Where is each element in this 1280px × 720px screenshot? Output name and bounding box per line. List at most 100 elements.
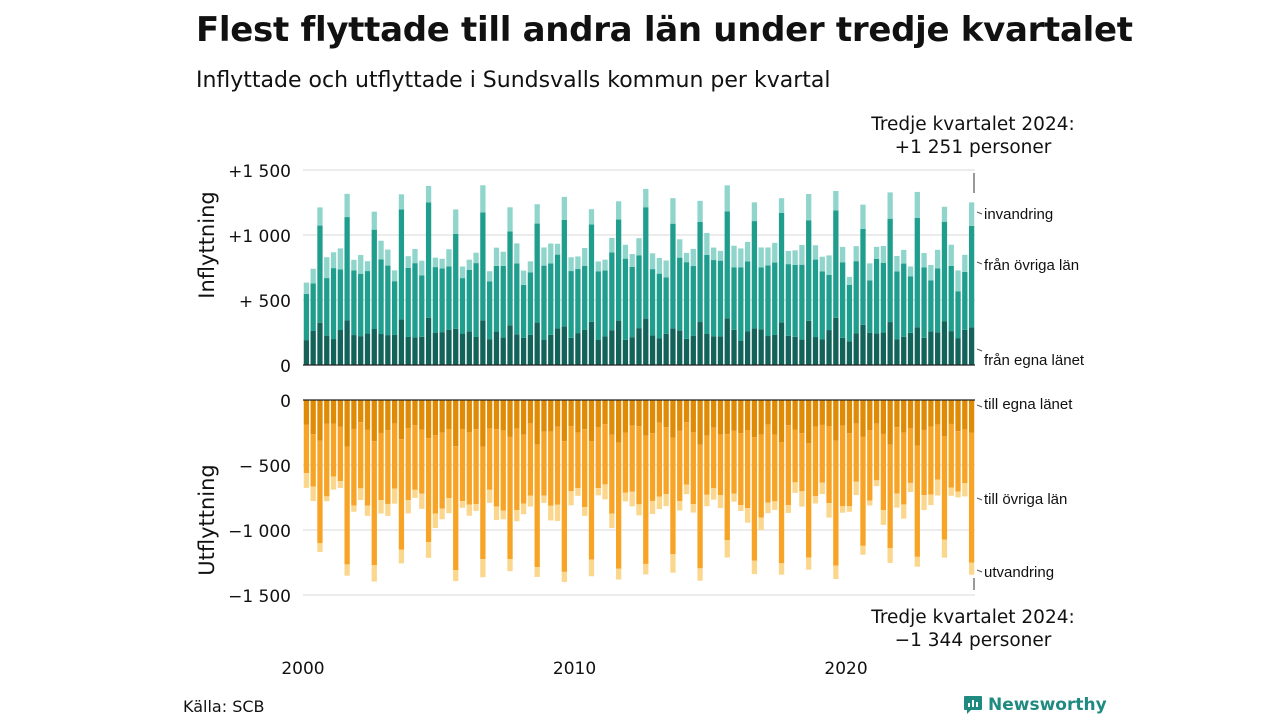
- bar-inflow: [629, 254, 635, 267]
- bar-outflow: [901, 504, 907, 519]
- bar-inflow: [806, 194, 812, 221]
- bar-outflow: [785, 505, 791, 513]
- bar-outflow: [812, 426, 819, 497]
- bar-inflow: [425, 317, 432, 365]
- bar-inflow: [968, 225, 975, 328]
- bar-outflow: [677, 400, 683, 431]
- bar-outflow: [541, 400, 547, 432]
- bar-inflow: [751, 221, 758, 329]
- bar-inflow: [344, 217, 350, 321]
- bar-inflow: [548, 334, 554, 365]
- bar-outflow: [785, 400, 791, 426]
- bar-outflow: [541, 431, 547, 496]
- bar-inflow: [806, 320, 812, 365]
- bar-inflow: [962, 254, 968, 272]
- bar-inflow: [500, 265, 506, 338]
- bar-outflow: [799, 400, 805, 434]
- bar-outflow: [493, 429, 500, 507]
- bar-outflow: [711, 488, 717, 500]
- bar-outflow: [656, 496, 663, 510]
- bar-inflow: [901, 263, 907, 337]
- bar-inflow: [629, 337, 635, 365]
- bar-outflow: [487, 428, 493, 490]
- bar-outflow: [887, 444, 893, 549]
- bar-outflow: [894, 400, 900, 428]
- bar-inflow: [412, 248, 418, 264]
- series-label: invandring: [984, 206, 1053, 223]
- bar-outflow: [371, 400, 377, 442]
- bar-outflow: [792, 429, 798, 483]
- bar-outflow: [751, 437, 758, 561]
- bar-outflow: [772, 400, 778, 435]
- bar-outflow: [894, 493, 900, 508]
- bar-outflow: [806, 443, 812, 558]
- bar-outflow: [806, 400, 812, 444]
- bar-inflow: [690, 248, 696, 267]
- bar-outflow: [839, 506, 846, 513]
- bar-inflow: [914, 191, 920, 218]
- chart-subtitle: Inflyttade och utflyttade i Sundsvalls k…: [196, 68, 831, 93]
- bar-outflow: [358, 488, 364, 501]
- bar-outflow: [548, 400, 554, 432]
- bar-inflow: [887, 192, 893, 219]
- series-label-leader: [976, 497, 983, 501]
- bar-outflow: [385, 503, 391, 516]
- bar-outflow: [398, 400, 405, 440]
- bar-inflow: [527, 261, 534, 273]
- bar-inflow: [690, 266, 696, 336]
- bar-outflow: [466, 504, 472, 516]
- bar-inflow: [453, 209, 459, 234]
- bar-outflow: [826, 426, 832, 504]
- bar-inflow: [446, 249, 452, 267]
- bar-inflow: [860, 228, 866, 325]
- bar-outflow: [731, 400, 737, 431]
- bar-outflow: [901, 400, 907, 433]
- bar-inflow: [344, 320, 350, 365]
- bar-outflow: [704, 400, 710, 436]
- bar-outflow: [364, 400, 371, 430]
- bar-outflow: [385, 400, 391, 431]
- bar-inflow: [385, 335, 391, 365]
- bar-outflow: [337, 426, 343, 482]
- bar-outflow: [548, 431, 554, 506]
- bar-outflow: [568, 491, 574, 506]
- bar-inflow: [385, 249, 391, 266]
- bar-inflow: [649, 335, 656, 365]
- bar-inflow: [514, 243, 520, 264]
- bar-outflow: [670, 400, 676, 438]
- bar-outflow: [514, 510, 520, 522]
- bar-outflow: [615, 442, 622, 569]
- bar-inflow: [629, 267, 635, 338]
- bar-inflow: [324, 278, 330, 336]
- bar-inflow: [670, 328, 676, 365]
- bar-inflow: [595, 261, 601, 272]
- bar-inflow: [935, 268, 941, 333]
- bar-inflow: [493, 331, 500, 365]
- bar-outflow: [643, 400, 649, 436]
- bar-inflow: [351, 335, 357, 365]
- bar-inflow: [453, 328, 459, 365]
- bar-inflow: [914, 217, 920, 328]
- bar-outflow: [561, 400, 567, 442]
- bar-outflow: [907, 428, 914, 483]
- bar-inflow: [799, 264, 805, 340]
- bar-outflow: [459, 428, 466, 502]
- bar-inflow: [473, 263, 479, 337]
- series-label-leader: [976, 261, 983, 265]
- bar-outflow: [867, 430, 873, 501]
- bar-outflow: [928, 400, 934, 427]
- bar-inflow: [439, 268, 445, 333]
- bar-inflow: [785, 250, 791, 265]
- bar-inflow: [378, 240, 384, 260]
- bar-inflow: [419, 260, 425, 276]
- bar-inflow: [656, 338, 663, 365]
- bar-inflow: [731, 329, 737, 365]
- bar-inflow: [588, 224, 595, 322]
- bar-outflow: [412, 400, 418, 426]
- bar-outflow: [670, 437, 676, 555]
- bar-outflow: [819, 424, 825, 483]
- bar-inflow: [609, 252, 615, 331]
- bar-inflow: [520, 337, 527, 365]
- bar-outflow: [758, 400, 764, 435]
- bar-outflow: [500, 510, 506, 520]
